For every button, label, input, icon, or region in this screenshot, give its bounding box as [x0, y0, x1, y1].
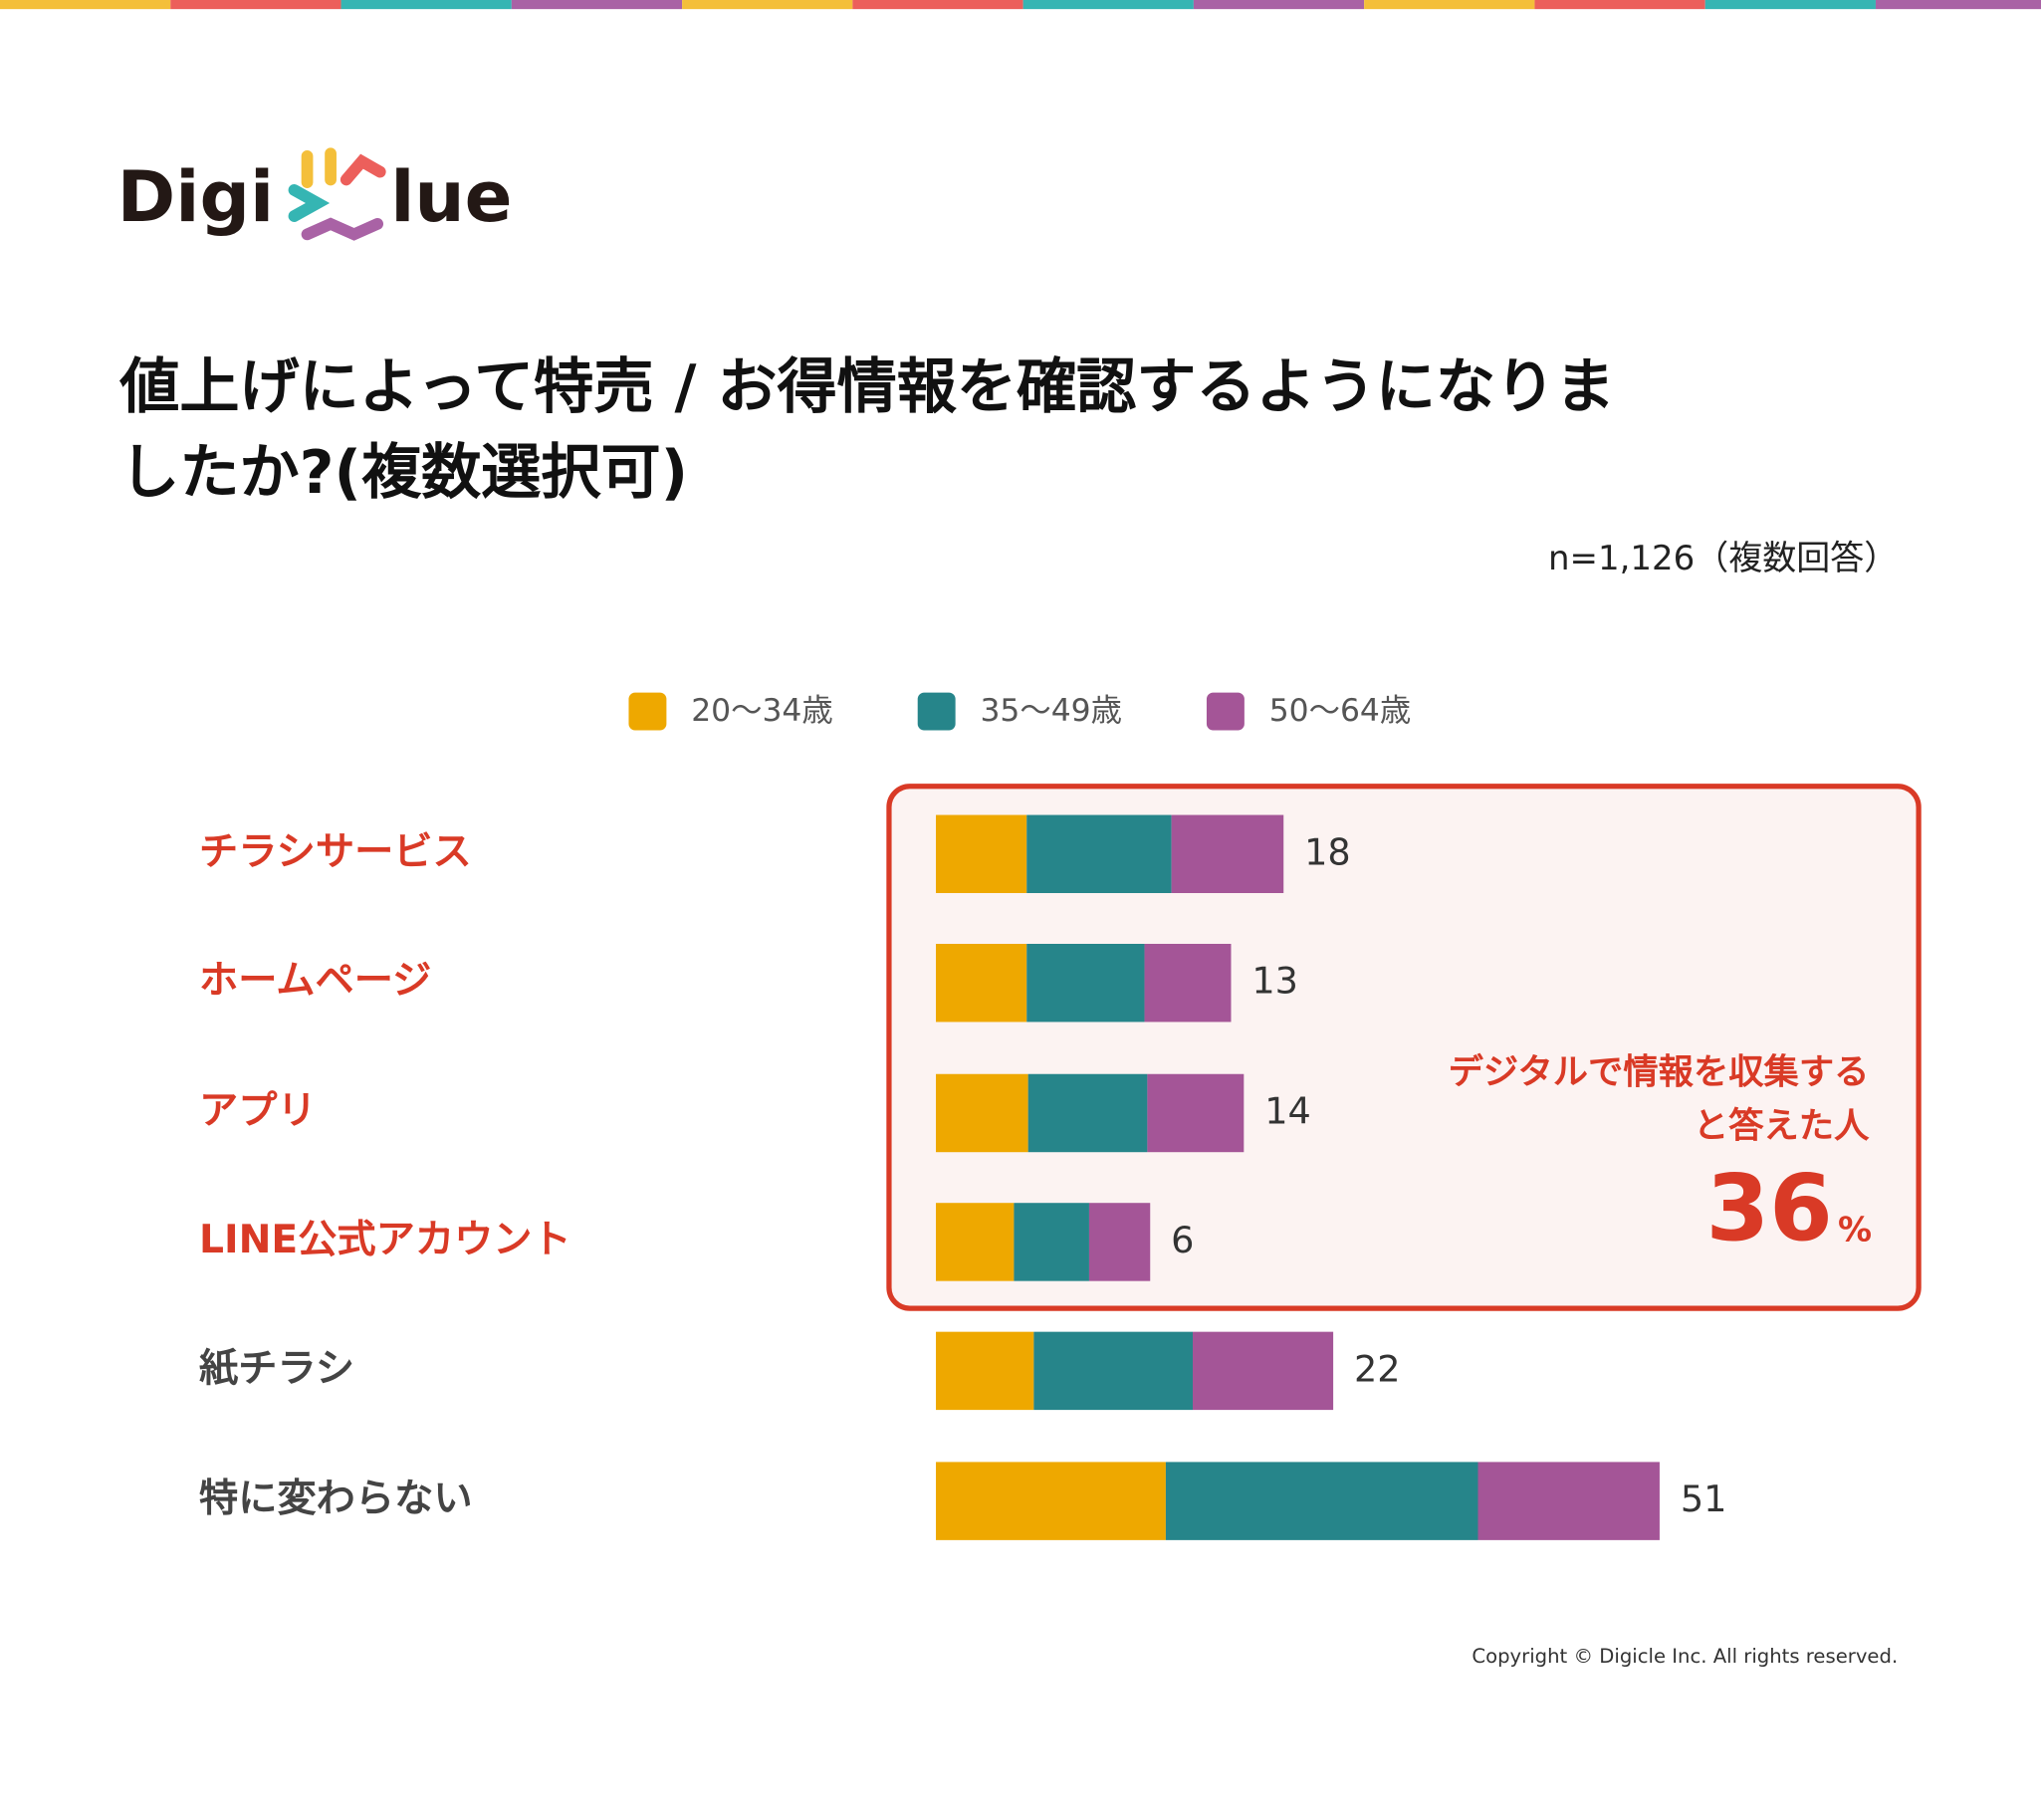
- legend-swatch: [1206, 692, 1245, 731]
- legend-label: 50〜64歳: [1269, 693, 1412, 729]
- bar-segment: [936, 1073, 1028, 1153]
- bar-segment: [1165, 1462, 1478, 1540]
- logo: Digi lue: [117, 147, 513, 241]
- title-line: したか?(複数選択可): [119, 438, 688, 508]
- logo-left: Digi: [117, 155, 275, 238]
- callout-box: [886, 784, 1922, 1311]
- legend-label: 35〜49歳: [980, 693, 1122, 729]
- bar-segment: [1144, 943, 1232, 1023]
- bar-segment: [1088, 1203, 1151, 1281]
- bar-segment: [1033, 1331, 1194, 1411]
- total-label: 18: [1304, 830, 1351, 873]
- legend-label: 20〜34歳: [691, 693, 833, 729]
- bar-segment: [936, 1203, 1015, 1281]
- bar-segment: [1171, 814, 1284, 894]
- bar-segment: [936, 1331, 1034, 1411]
- callout-text: と答えた人: [1694, 1105, 1870, 1146]
- category-label: ホームページ: [199, 959, 431, 1004]
- bar-segment: [1027, 1073, 1148, 1153]
- category-label: チラシサービス: [199, 829, 472, 874]
- top-stripe: [0, 0, 2041, 10]
- category-label: 特に変わらない: [199, 1477, 473, 1521]
- total-label: 51: [1681, 1478, 1727, 1520]
- copyright: Copyright © Digicle Inc. All rights rese…: [1472, 1645, 1898, 1668]
- total-label: 22: [1354, 1347, 1401, 1390]
- total-label: 6: [1171, 1219, 1194, 1261]
- bar-segment: [1026, 943, 1145, 1023]
- callout-unit: %: [1838, 1210, 1872, 1250]
- bar-segment: [1193, 1331, 1334, 1411]
- category-label: LINE公式アカウント: [199, 1218, 571, 1262]
- category-label: アプリ: [199, 1088, 317, 1133]
- bar-segment: [1014, 1203, 1089, 1281]
- bar-segment: [936, 814, 1027, 894]
- bar-segment: [1477, 1462, 1660, 1540]
- title-line: 値上げによって特売 / お得情報を確認するようになりま: [118, 352, 1615, 422]
- logo-icon: [288, 147, 386, 241]
- bar-segment: [1026, 814, 1172, 894]
- bar-segment: [1147, 1073, 1245, 1153]
- callout-text: デジタルで情報を収集する: [1449, 1052, 1870, 1093]
- legend-swatch: [917, 692, 956, 731]
- legend-swatch: [628, 692, 667, 731]
- callout-value: 36: [1705, 1155, 1832, 1261]
- category-label: 紙チラシ: [199, 1346, 354, 1391]
- logo-right: lue: [390, 155, 512, 238]
- total-label: 14: [1264, 1089, 1311, 1132]
- bar-segment: [936, 943, 1027, 1023]
- total-label: 13: [1251, 960, 1298, 1003]
- bar-segment: [936, 1462, 1166, 1540]
- sample-note: n=1,126（複数回答）: [1548, 539, 1898, 578]
